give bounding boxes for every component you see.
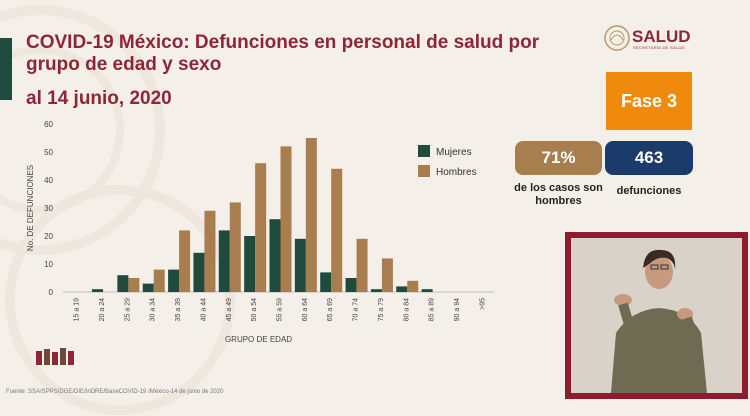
- legend-label-mujeres: Mujeres: [436, 147, 472, 158]
- x-tick-label: 35 a 39: [175, 298, 182, 321]
- bar-mujeres: [193, 252, 205, 292]
- bar-mujeres: [168, 269, 180, 292]
- percent-men-badge: 71%: [515, 141, 602, 175]
- bar-mujeres: [218, 230, 230, 292]
- bar-hombres: [229, 202, 241, 292]
- bar-hombres: [381, 258, 393, 292]
- legend-label-hombres: Hombres: [436, 167, 477, 178]
- y-tick-label: 20: [44, 232, 53, 241]
- y-tick-label: 50: [44, 148, 53, 157]
- bar-hombres: [255, 163, 267, 292]
- x-tick-label: 65 a 69: [327, 298, 334, 321]
- x-tick-label: 15 a 19: [74, 298, 81, 321]
- x-tick-label: 60 a 64: [302, 298, 309, 321]
- bar-mujeres: [294, 238, 306, 292]
- x-tick-label: >95: [479, 298, 486, 310]
- fase-badge: Fase 3: [606, 72, 692, 130]
- x-tick-label: 30 a 34: [150, 298, 157, 321]
- y-tick-label: 10: [44, 260, 53, 269]
- x-tick-label: 85 a 89: [429, 298, 436, 321]
- salud-logo: [604, 25, 630, 51]
- y-tick-label: 0: [49, 288, 54, 297]
- y-tick-label: 30: [44, 204, 53, 213]
- bar-mujeres: [421, 289, 433, 292]
- x-tick-label: 80 a 84: [403, 298, 410, 321]
- bar-hombres: [204, 210, 216, 292]
- x-tick-label: 40 a 44: [200, 298, 207, 321]
- bar-mujeres: [117, 275, 129, 292]
- x-tick-label: 20 a 24: [99, 298, 106, 321]
- y-tick-label: 60: [44, 120, 53, 129]
- legend-swatch-mujeres: [418, 145, 430, 157]
- bar-hombres: [331, 168, 343, 292]
- salud-logo-text: SALUD: [632, 27, 691, 46]
- bar-mujeres: [92, 289, 104, 292]
- legend-swatch-hombres: [418, 165, 430, 177]
- title-accent-bar: [0, 38, 12, 100]
- interpreter-figure: [571, 238, 742, 393]
- bar-mujeres: [142, 283, 154, 292]
- bar-hombres: [153, 269, 165, 292]
- sign-language-interpreter-video: [565, 232, 748, 399]
- y-tick-label: 40: [44, 176, 53, 185]
- bar-mujeres: [269, 219, 281, 292]
- background-ornament: [0, 5, 235, 415]
- source-note: Fuente: SSA/SPPS/DGE/DIE/InDRE/BaseCOVID…: [6, 389, 224, 395]
- bar-mujeres: [370, 289, 382, 292]
- x-axis-title: GRUPO DE EDAD: [225, 335, 292, 344]
- bar-hombres: [280, 146, 292, 292]
- bar-mujeres: [396, 286, 408, 292]
- x-tick-label: 75 a 79: [378, 298, 385, 321]
- bar-mujeres: [244, 236, 256, 292]
- salud-logo-subtitle: SECRETARÍA DE SALUD: [633, 45, 685, 50]
- bar-hombres: [407, 280, 419, 292]
- date-subtitle: al 14 junio, 2020: [26, 88, 172, 109]
- bar-hombres: [356, 238, 368, 292]
- bar-hombres: [128, 278, 140, 292]
- x-tick-label: 45 a 49: [226, 298, 233, 321]
- bar-mujeres: [345, 278, 357, 292]
- deaths-count-caption: defunciones: [616, 185, 682, 197]
- x-tick-label: 55 a 59: [277, 298, 284, 321]
- x-tick-label: 25 a 29: [124, 298, 131, 321]
- x-tick-label: 50 a 54: [251, 298, 258, 321]
- y-axis-title: No. DE DEFUNCIONES: [26, 165, 35, 251]
- footer-illustration: [36, 348, 74, 365]
- bar-mujeres: [320, 272, 332, 292]
- page-title: COVID-19 México: Defunciones en personal…: [26, 32, 540, 75]
- percent-men-caption: de los casos son hombres: [514, 182, 603, 207]
- bar-hombres: [305, 138, 317, 292]
- x-tick-label: 90 a 94: [454, 298, 461, 321]
- deaths-count-badge: 463: [605, 141, 693, 175]
- x-tick-label: 70 a 74: [353, 298, 360, 321]
- bar-hombres: [179, 230, 191, 292]
